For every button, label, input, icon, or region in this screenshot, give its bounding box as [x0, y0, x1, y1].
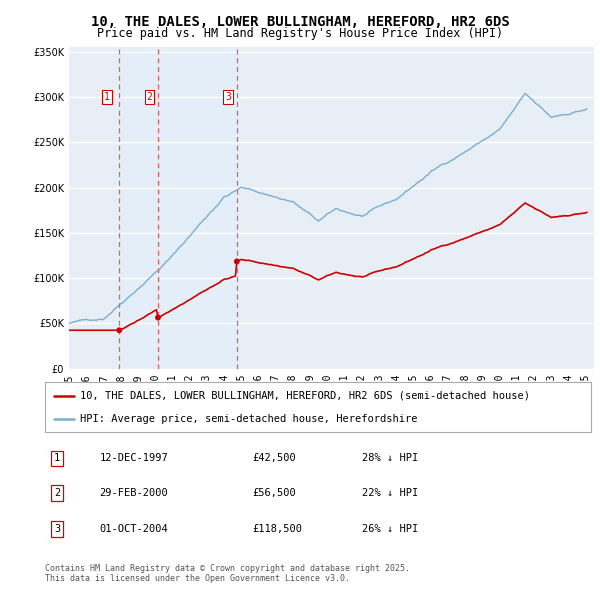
Text: Contains HM Land Registry data © Crown copyright and database right 2025.
This d: Contains HM Land Registry data © Crown c… [45, 563, 410, 583]
Text: 1: 1 [104, 92, 110, 102]
Text: £118,500: £118,500 [253, 525, 302, 535]
Text: 22% ↓ HPI: 22% ↓ HPI [362, 489, 418, 499]
Text: 2: 2 [146, 92, 152, 102]
Point [232, 257, 242, 266]
Point [115, 326, 124, 335]
Text: £42,500: £42,500 [253, 454, 296, 463]
Point [153, 313, 163, 322]
Text: 26% ↓ HPI: 26% ↓ HPI [362, 525, 418, 535]
Text: 1: 1 [54, 454, 60, 463]
Bar [119, 47, 158, 369]
Text: HPI: Average price, semi-detached house, Herefordshire: HPI: Average price, semi-detached house,… [80, 414, 418, 424]
Text: 29-FEB-2000: 29-FEB-2000 [100, 489, 169, 499]
Text: 10, THE DALES, LOWER BULLINGHAM, HEREFORD, HR2 6DS (semi-detached house): 10, THE DALES, LOWER BULLINGHAM, HEREFOR… [80, 391, 530, 401]
Text: 3: 3 [225, 92, 231, 102]
Text: Price paid vs. HM Land Registry's House Price Index (HPI): Price paid vs. HM Land Registry's House … [97, 27, 503, 40]
Text: 10, THE DALES, LOWER BULLINGHAM, HEREFORD, HR2 6DS: 10, THE DALES, LOWER BULLINGHAM, HEREFOR… [91, 15, 509, 30]
Text: 01-OCT-2004: 01-OCT-2004 [100, 525, 169, 535]
Text: 2: 2 [54, 489, 60, 499]
Text: 28% ↓ HPI: 28% ↓ HPI [362, 454, 418, 463]
Text: 3: 3 [54, 525, 60, 535]
Text: 12-DEC-1997: 12-DEC-1997 [100, 454, 169, 463]
Text: £56,500: £56,500 [253, 489, 296, 499]
Bar [158, 47, 237, 369]
